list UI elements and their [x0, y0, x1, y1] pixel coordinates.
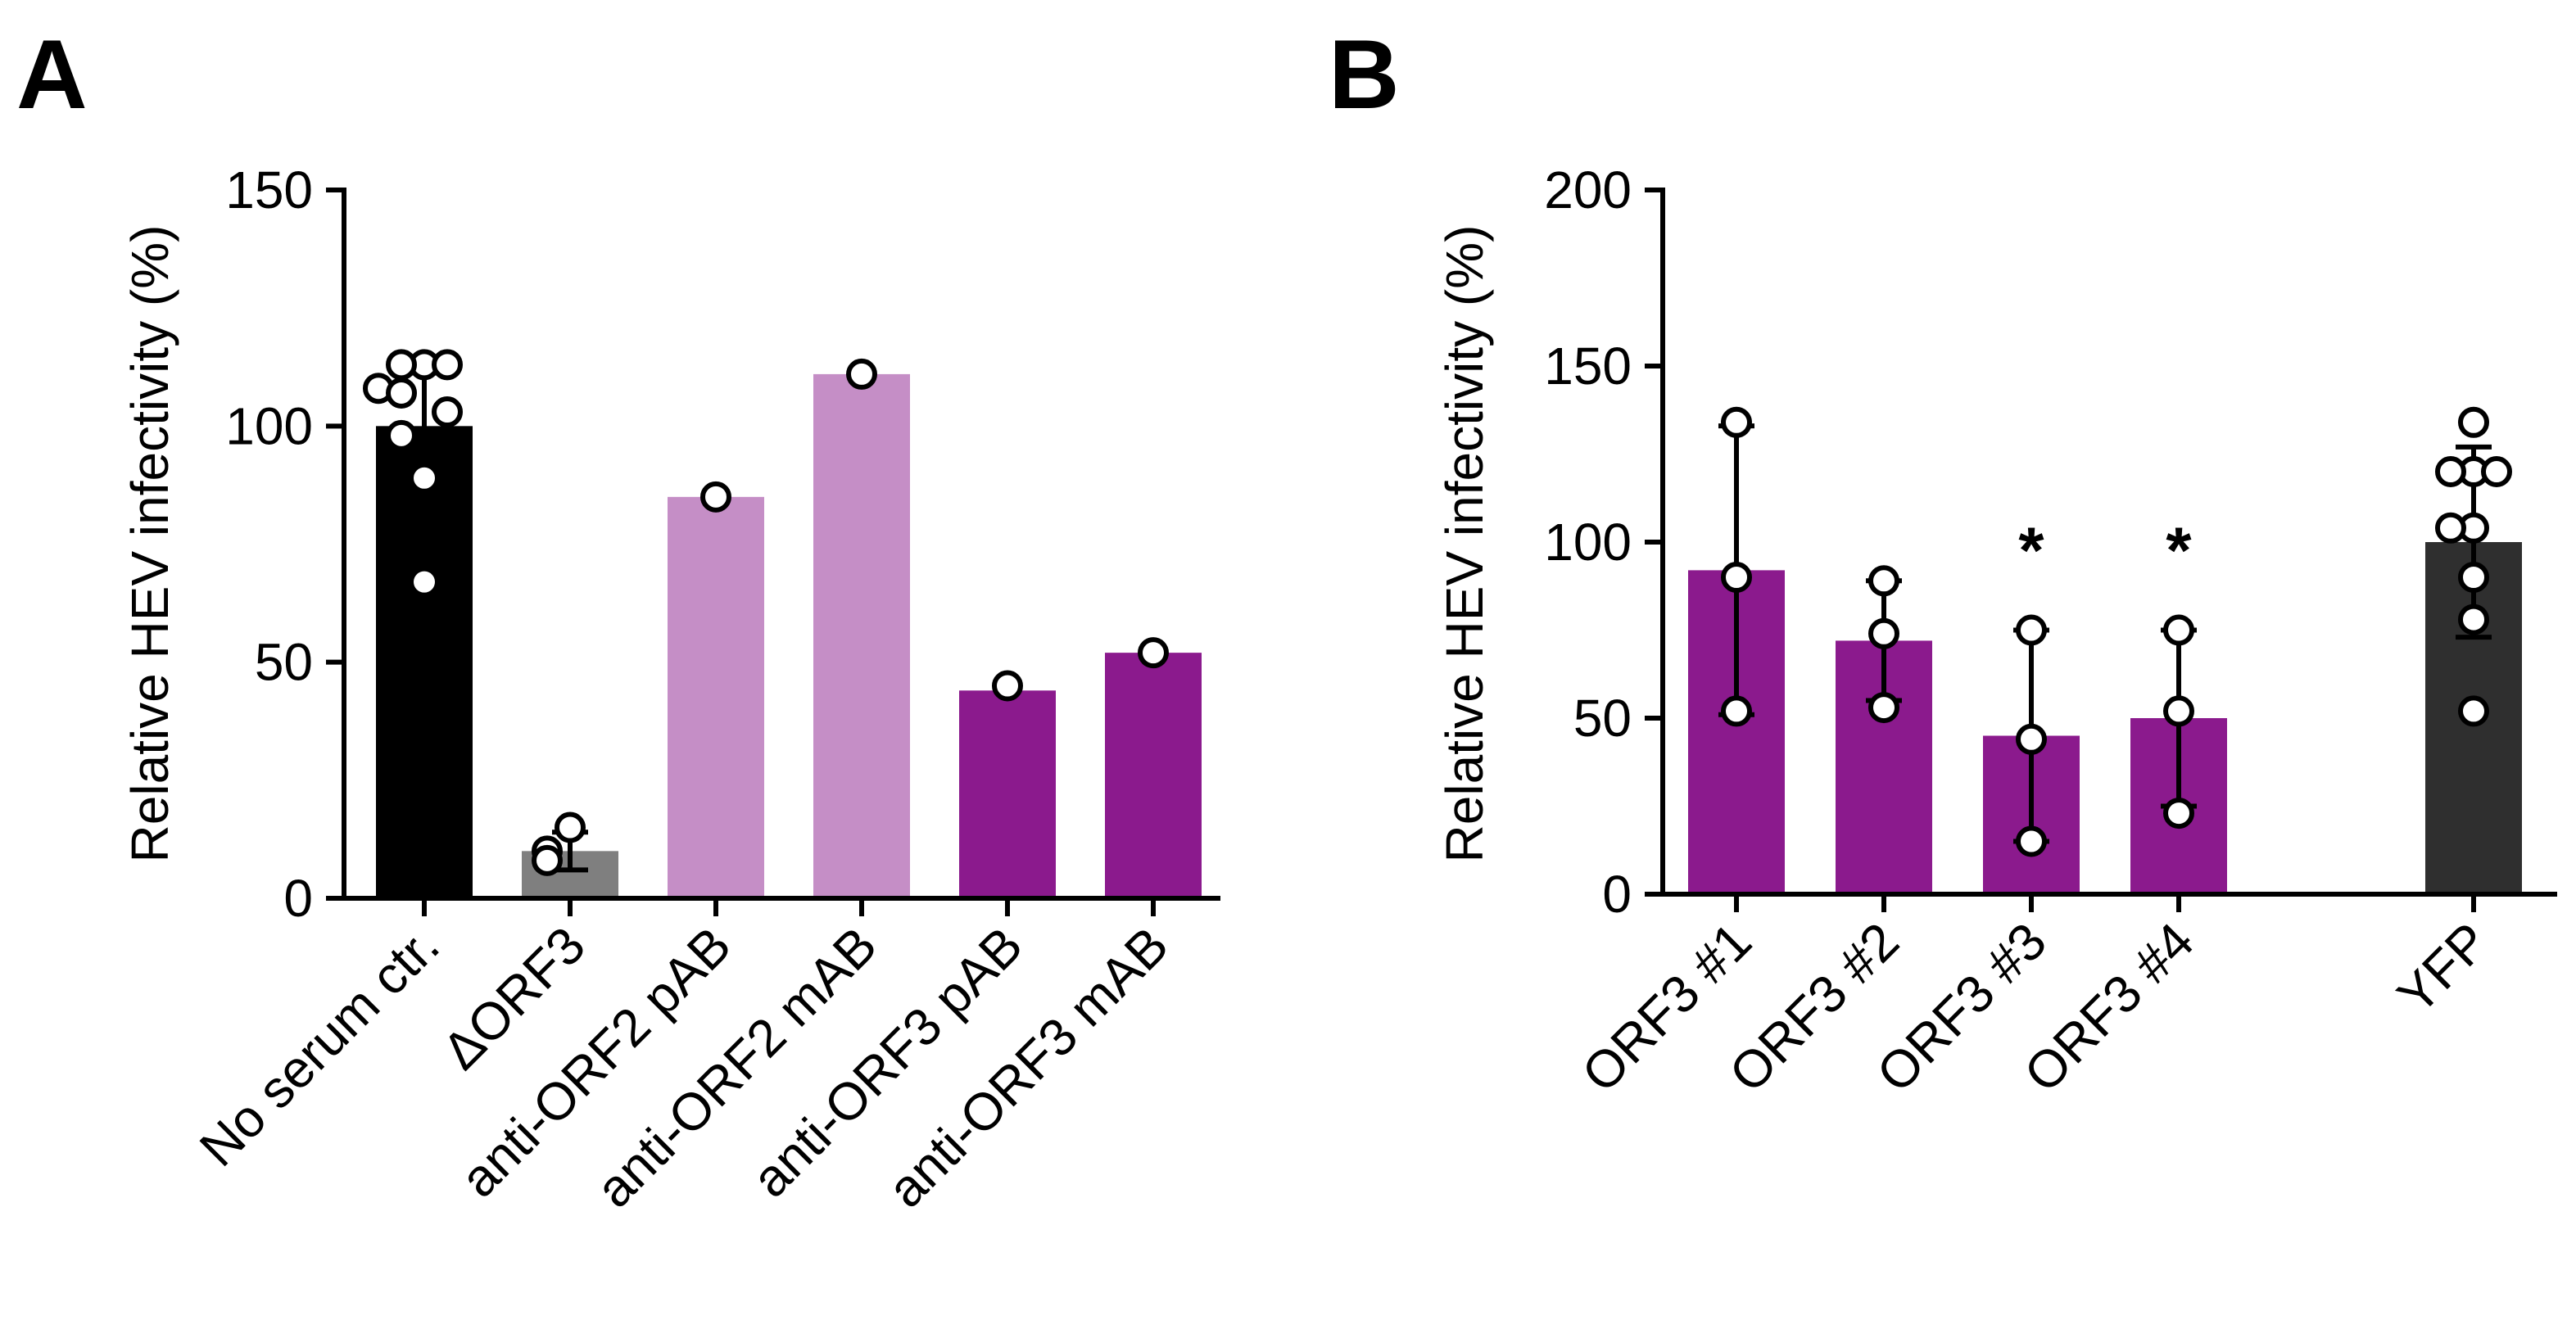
category-label: YFP [2386, 911, 2500, 1025]
bar [376, 426, 473, 898]
category-label: anti-ORF3 pAB [740, 915, 1034, 1209]
data-point [2458, 406, 2489, 438]
data-point [1868, 565, 1899, 597]
bar [668, 496, 764, 898]
y-tick-label: 0 [1602, 865, 1632, 924]
data-point [386, 377, 417, 409]
y-axis-title: Relative HEV infectivity (%) [1435, 225, 1494, 863]
data-point [2016, 723, 2047, 755]
data-point [1721, 406, 1752, 438]
data-point [1138, 637, 1169, 669]
category-label: anti-ORF2 pAB [449, 915, 742, 1209]
data-point [432, 396, 463, 428]
data-point [409, 566, 440, 598]
data-point [2458, 603, 2489, 635]
bar [1105, 653, 1202, 898]
data-point [1721, 695, 1752, 727]
y-axis-title: Relative HEV infectivity (%) [120, 225, 179, 863]
data-point [1868, 692, 1899, 724]
y-tick-label: 0 [283, 869, 313, 928]
y-tick-label: 200 [1544, 160, 1632, 219]
category-label: No serum ctr. [188, 915, 450, 1178]
significance-marker: * [2166, 514, 2192, 587]
y-tick-label: 150 [1544, 337, 1632, 396]
data-point [532, 844, 563, 876]
data-point [2163, 695, 2194, 727]
data-point [1721, 562, 1752, 593]
bar [959, 690, 1056, 898]
data-point [409, 462, 440, 494]
y-tick-label: 150 [225, 160, 313, 219]
data-point [992, 670, 1023, 702]
data-point [2481, 456, 2512, 487]
panel-letter: A [16, 20, 88, 129]
data-point [846, 358, 877, 390]
data-point [2458, 562, 2489, 593]
data-point [555, 811, 586, 843]
data-point [2435, 456, 2466, 487]
panel-letter: B [1329, 20, 1400, 129]
data-point [1868, 617, 1899, 649]
data-point [386, 419, 417, 451]
data-point [2016, 614, 2047, 646]
y-tick-label: 50 [255, 633, 313, 692]
data-point [700, 481, 731, 513]
data-point [2458, 695, 2489, 727]
data-point [386, 349, 417, 381]
significance-marker: * [2018, 514, 2044, 587]
data-point [2163, 798, 2194, 830]
y-tick-label: 50 [1573, 689, 1632, 748]
data-point [432, 349, 463, 381]
data-point [2163, 614, 2194, 646]
y-tick-label: 100 [225, 396, 313, 455]
y-tick-label: 100 [1544, 513, 1632, 572]
bar [813, 373, 910, 898]
data-point [2016, 825, 2047, 857]
data-point [2435, 512, 2466, 544]
